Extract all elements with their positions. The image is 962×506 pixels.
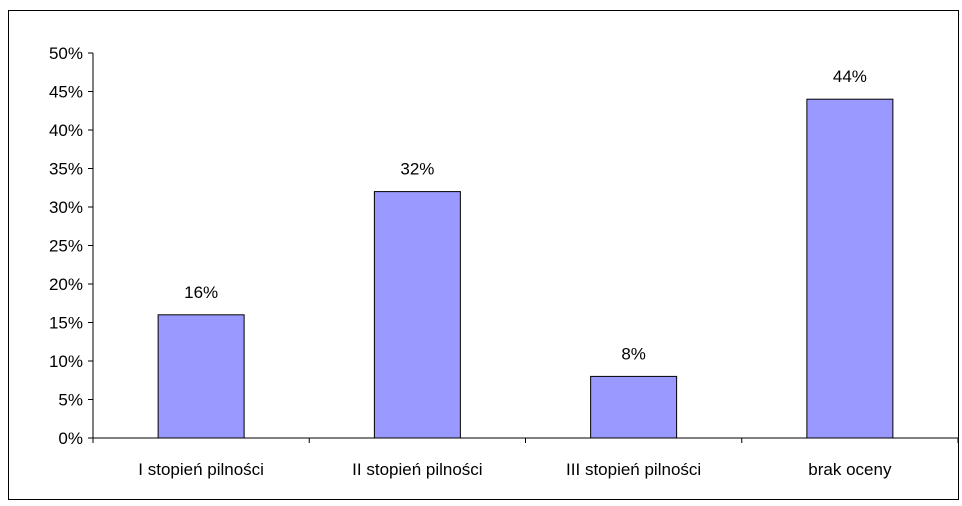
y-tick-label: 25% (49, 237, 83, 256)
y-tick-label: 35% (49, 160, 83, 179)
bar-value-label: 8% (621, 344, 646, 363)
y-tick-label: 5% (58, 391, 83, 410)
y-axis: 0% 5% 10% 15% 20% 25% 30% 35% 40% 45% 50% (49, 44, 94, 448)
x-category-label: brak oceny (808, 460, 892, 479)
y-tick-label: 15% (49, 314, 83, 333)
data-labels: 16% 32% 8% 44% (184, 67, 867, 363)
bar-value-label: 32% (400, 160, 434, 179)
x-category-label: III stopień pilności (566, 460, 701, 479)
y-tick-label: 40% (49, 121, 83, 140)
y-tick-label: 45% (49, 83, 83, 102)
y-tick-label: 10% (49, 352, 83, 371)
bar-value-label: 16% (184, 283, 218, 302)
bar (157, 314, 245, 439)
bars (157, 98, 894, 439)
bar-value-label: 44% (833, 67, 867, 86)
bar (373, 191, 461, 439)
x-axis: I stopień pilności II stopień pilności III… (92, 437, 959, 479)
y-tick-label: 50% (49, 44, 83, 63)
x-category-label: II stopień pilności (352, 460, 482, 479)
y-tick-label: 0% (58, 429, 83, 448)
bar (590, 375, 678, 439)
y-tick-label: 30% (49, 198, 83, 217)
y-tick-label: 20% (49, 275, 83, 294)
bar (806, 98, 894, 439)
x-category-label: I stopień pilności (138, 460, 264, 479)
